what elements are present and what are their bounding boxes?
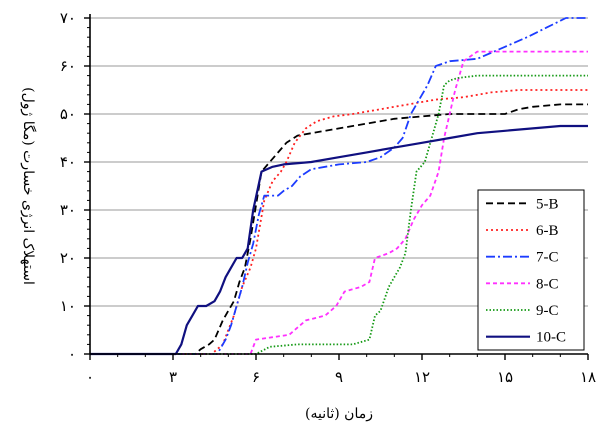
x-tick-label-1: ۳ (169, 368, 177, 386)
horizontal-gridlines (90, 17, 588, 307)
legend: 5-B 6-B 7-C 8-C 9-C 10-C (477, 189, 585, 351)
y-tick-label-1: ۱۰ (60, 297, 76, 315)
y-tick-label-2: ۲۰ (60, 249, 76, 267)
y-tick-label-5: ۵۰ (60, 105, 76, 123)
series-line-5-B (90, 103, 588, 355)
x-tick-label-0: ۰ (86, 368, 94, 386)
tick-marks (84, 17, 589, 360)
y-tick-label-7: ۷۰ (60, 9, 76, 27)
legend-label-10-C: 10-C (536, 330, 566, 346)
y-tick-label-0: ۰ (68, 345, 76, 363)
series-line-7-C (90, 17, 588, 355)
x-tick-label-4: ۱۲ (414, 368, 430, 386)
x-axis-title: زمان (ثانیه) (305, 406, 373, 422)
y-axis-title: استهلاک انرژی خسارت (مگا ژول) (20, 87, 37, 285)
series-lines (90, 17, 588, 356)
series-line-10-C (90, 124, 588, 356)
legend-label-9-C: 9-C (536, 303, 559, 319)
legend-label-7-C: 7-C (536, 250, 559, 266)
legend-label-8-C: 8-C (536, 276, 559, 292)
x-tick-label-2: ۶ (252, 368, 260, 386)
legend-label-5-B: 5-B (536, 196, 559, 212)
x-tick-label-5: ۱۵ (497, 368, 513, 386)
legend-label-6-B: 6-B (536, 223, 559, 239)
legend-box (477, 189, 585, 351)
series-line-9-C (90, 74, 588, 355)
series-line-8-C (90, 50, 588, 355)
y-tick-label-3: ۳۰ (60, 201, 76, 219)
y-tick-label-6: ۶۰ (60, 57, 76, 75)
y-tick-label-4: ۴۰ (60, 153, 76, 171)
x-tick-label-3: ۹ (335, 368, 343, 386)
tick-labels: ۰ ۱۰ ۲۰ ۳۰ ۴۰ ۵۰ ۶۰ ۷۰ ۰ ۳ ۶ ۹ ۱۲ ۱۵ ۱۸ (60, 9, 596, 386)
x-tick-label-6: ۱۸ (580, 368, 596, 386)
